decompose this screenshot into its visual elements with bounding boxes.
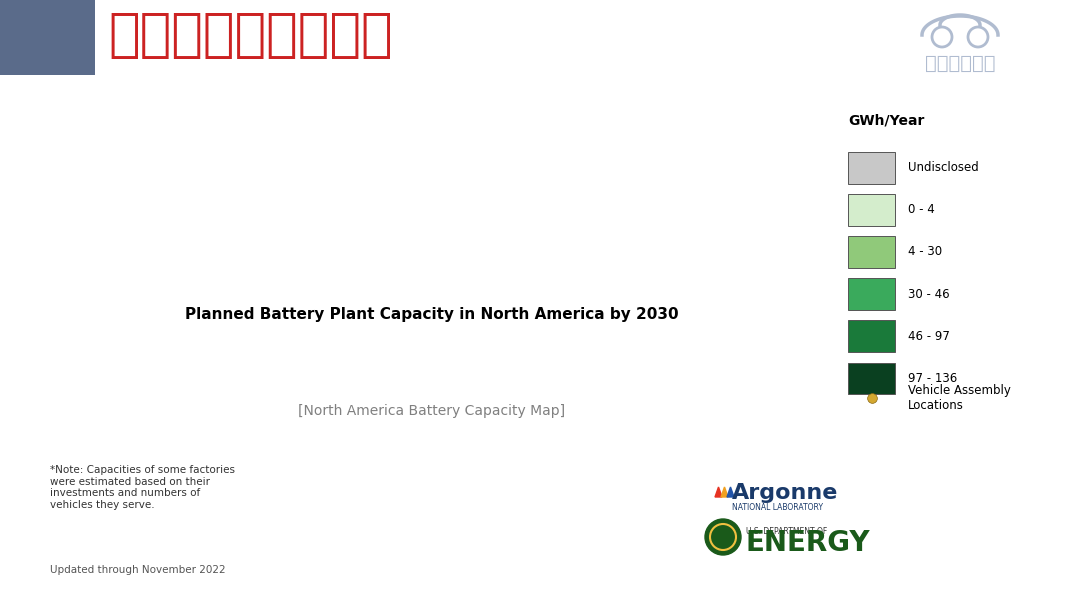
- Bar: [848, 321, 895, 352]
- Polygon shape: [727, 487, 734, 497]
- Text: Argonne: Argonne: [732, 483, 838, 503]
- Text: Vehicle Assembly
Locations: Vehicle Assembly Locations: [908, 384, 1011, 411]
- Bar: [848, 278, 895, 310]
- Text: NATIONAL LABORATORY: NATIONAL LABORATORY: [732, 503, 823, 511]
- Bar: [0, 0, 95, 75]
- Text: *Note: Capacities of some factories
were estimated based on their
investments an: *Note: Capacities of some factories were…: [50, 465, 235, 510]
- Text: GWh/Year: GWh/Year: [848, 113, 924, 128]
- Text: U.S. DEPARTMENT OF: U.S. DEPARTMENT OF: [746, 528, 827, 537]
- Text: 4 - 30: 4 - 30: [908, 246, 943, 258]
- Polygon shape: [715, 487, 723, 497]
- Text: 46 - 97: 46 - 97: [908, 330, 950, 342]
- Polygon shape: [721, 487, 728, 497]
- Text: Undisclosed: Undisclosed: [908, 162, 980, 174]
- Text: [North America Battery Capacity Map]: [North America Battery Capacity Map]: [298, 404, 566, 419]
- Circle shape: [705, 519, 741, 555]
- Text: 汽车电子设计: 汽车电子设计: [924, 53, 996, 73]
- Text: 97 - 136: 97 - 136: [908, 372, 958, 385]
- Bar: [848, 362, 895, 394]
- Text: 0 - 4: 0 - 4: [908, 203, 935, 217]
- Bar: [848, 194, 895, 226]
- Text: Planned Battery Plant Capacity in North America by 2030: Planned Battery Plant Capacity in North …: [185, 307, 679, 322]
- Bar: [848, 152, 895, 183]
- Text: Updated through November 2022: Updated through November 2022: [50, 565, 226, 575]
- Text: 美国动力电池的布局: 美国动力电池的布局: [108, 9, 393, 61]
- Text: ENERGY: ENERGY: [746, 529, 870, 557]
- Text: 30 - 46: 30 - 46: [908, 287, 950, 301]
- Bar: [848, 236, 895, 268]
